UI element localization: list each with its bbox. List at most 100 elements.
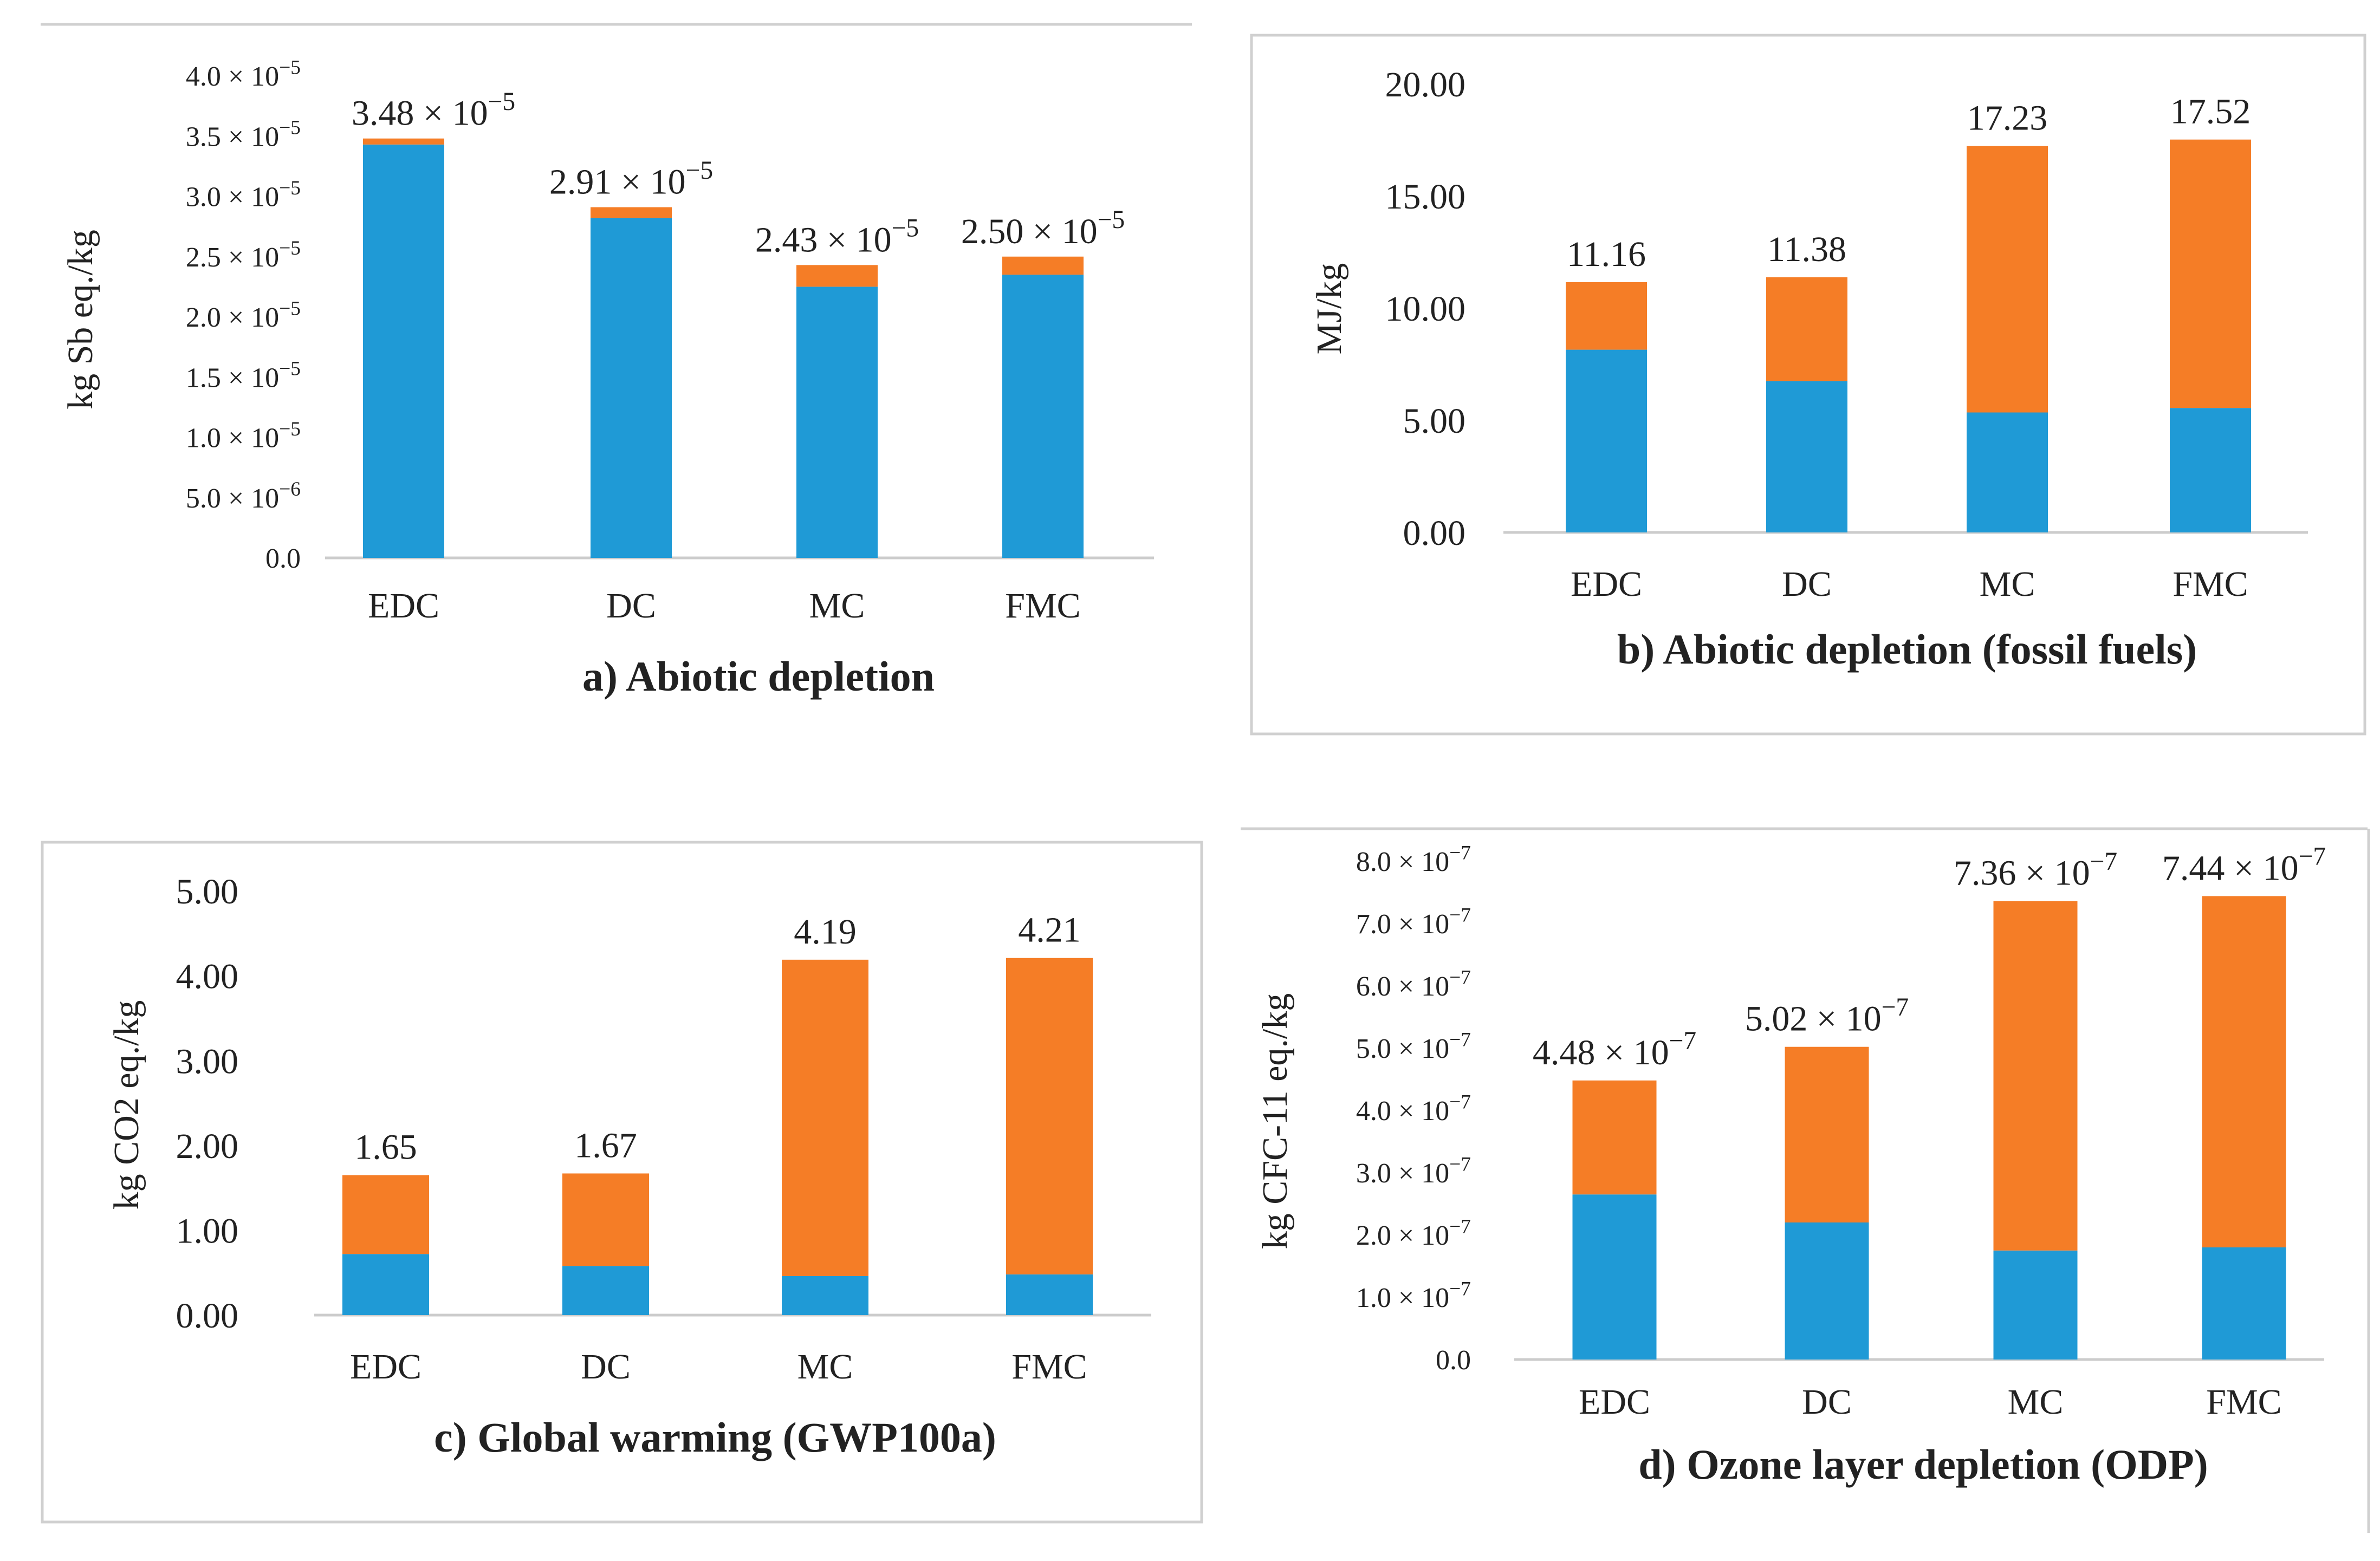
bar-segment-base-mc (1967, 412, 2048, 532)
bar-segment-top-dc (1766, 277, 1847, 381)
data-label-mc: 17.23 (1967, 99, 2048, 138)
y-tick-label: 4.0 × 10−7 (1356, 1091, 1471, 1127)
x-category-label: MC (2008, 1382, 2064, 1422)
y-tick-label: 20.00 (1385, 65, 1466, 105)
y-tick-label: 5.00 (1403, 401, 1466, 441)
x-category-label: FMC (1011, 1347, 1087, 1387)
bar-segment-base-edc (342, 1254, 429, 1315)
y-tick-label: 5.0 × 10−6 (186, 478, 301, 514)
bar-segment-top-edc (1566, 282, 1647, 350)
y-tick-label: 3.5 × 10−5 (186, 117, 301, 153)
panel-c-global-warming: 0.00 1.00 2.00 3.00 4.00 5.00 1.65 EDC 1.67 DC 4.1… (107, 872, 1151, 1461)
bar-segment-base-edc (1572, 1194, 1657, 1360)
x-category-label: EDC (368, 586, 439, 626)
y-tick-label: 1.00 (176, 1212, 239, 1251)
y-tick-label: 1.0 × 10−7 (1356, 1278, 1471, 1313)
y-tick-label: 1.0 × 10−5 (186, 418, 301, 454)
bar-segment-top-fmc (2202, 896, 2286, 1247)
y-tick-label: 4.00 (176, 957, 239, 997)
y-tick-label: 0.00 (176, 1296, 239, 1336)
y-tick-label: 5.0 × 10−7 (1356, 1029, 1471, 1064)
bar-segment-top-edc (363, 138, 444, 145)
bar-segment-top-fmc (1002, 256, 1084, 275)
bar-segment-base-edc (363, 144, 444, 558)
data-label-fmc: 2.50 × 10−5 (961, 206, 1125, 251)
bar-segment-base-dc (1766, 381, 1847, 532)
y-axis-label: kg CO2 eq./kg (107, 1000, 146, 1210)
bar-segment-base-mc (1993, 1250, 2078, 1360)
x-category-label: FMC (2173, 564, 2248, 604)
x-category-label: EDC (1571, 564, 1642, 604)
chart-title: c) Global warming (GWP100a) (434, 1414, 996, 1461)
bar-segment-top-dc (591, 207, 672, 218)
data-label-fmc: 4.21 (1018, 910, 1081, 950)
bar-segment-base-fmc (2202, 1247, 2286, 1360)
x-category-label: MC (1980, 564, 2035, 604)
bar-segment-top-mc (796, 265, 878, 287)
data-label-edc: 11.16 (1567, 235, 1646, 274)
bar-segment-top-mc (1993, 901, 2078, 1251)
y-axis-label: kg Sb eq./kg (61, 230, 100, 409)
x-category-label: DC (1802, 1382, 1852, 1422)
panel-a-abiotic-depletion: 0.0 5.0 × 10−6 1.0 × 10−5 1.5 × 10−5 2.0 × 1… (61, 56, 1154, 700)
x-category-label: DC (1782, 564, 1832, 604)
y-axis-label: MJ/kg (1309, 263, 1349, 355)
bar-segment-base-edc (1566, 349, 1647, 532)
y-tick-label: 0.0 (265, 543, 301, 574)
bar-segment-top-mc (782, 959, 868, 1276)
y-tick-label: 4.0 × 10−5 (186, 56, 301, 92)
panel-c-frame (41, 841, 1203, 1524)
bar-segment-base-fmc (2170, 408, 2251, 532)
data-label-mc: 7.36 × 10−7 (1954, 848, 2117, 893)
x-category-label: DC (581, 1347, 631, 1387)
panel-d-ozone-layer-depletion: 0.0 1.0 × 10−7 2.0 × 10−7 3.0 × 10−7 4.0 × 1… (1255, 842, 2326, 1488)
bar-segment-base-dc (1785, 1222, 1869, 1360)
data-label-dc: 11.38 (1767, 230, 1846, 269)
chart-title: b) Abiotic depletion (fossil fuels) (1617, 626, 2197, 673)
bar-segment-top-edc (1572, 1080, 1657, 1195)
chart-title: d) Ozone layer depletion (ODP) (1638, 1441, 2208, 1488)
data-label-mc: 2.43 × 10−5 (755, 214, 919, 260)
x-category-label: EDC (350, 1347, 421, 1387)
data-label-edc: 1.65 (354, 1128, 417, 1167)
data-label-fmc: 7.44 × 10−7 (2162, 843, 2326, 888)
data-label-edc: 3.48 × 10−5 (352, 88, 515, 133)
bar-segment-base-mc (796, 287, 878, 558)
bar-segment-base-mc (782, 1276, 868, 1315)
y-tick-label: 6.0 × 10−7 (1356, 966, 1471, 1002)
data-label-dc: 1.67 (574, 1126, 637, 1165)
y-tick-label: 3.0 × 10−5 (186, 177, 301, 213)
y-tick-label: 3.0 × 10−7 (1356, 1153, 1471, 1189)
bar-segment-base-dc (562, 1266, 649, 1315)
bar-segment-base-fmc (1006, 1274, 1093, 1315)
y-tick-label: 2.0 × 10−5 (186, 297, 301, 333)
y-tick-label: 1.5 × 10−5 (186, 358, 301, 394)
x-category-label: MC (809, 586, 865, 626)
y-tick-label: 2.5 × 10−5 (186, 237, 301, 273)
x-category-label: EDC (1579, 1382, 1650, 1422)
y-tick-label: 15.00 (1385, 177, 1466, 217)
panel-b-abiotic-depletion-fossil-fuels: 0.00 5.00 10.00 15.00 20.00 11.16 EDC 11.38 DC 17… (1309, 65, 2308, 673)
y-tick-label: 2.00 (176, 1127, 239, 1166)
bar-segment-top-dc (562, 1173, 649, 1266)
y-tick-label: 5.00 (176, 872, 239, 912)
x-category-label: FMC (1005, 586, 1080, 626)
data-label-edc: 4.48 × 10−7 (1533, 1027, 1696, 1072)
data-label-dc: 5.02 × 10−7 (1745, 993, 1909, 1039)
bar-segment-base-fmc (1002, 275, 1084, 558)
bar-segment-base-dc (591, 218, 672, 558)
bar-segment-top-fmc (1006, 958, 1093, 1274)
bar-segment-top-fmc (2170, 139, 2251, 408)
data-label-fmc: 17.52 (2170, 92, 2251, 132)
bar-segment-top-mc (1967, 146, 2048, 413)
y-tick-label: 8.0 × 10−7 (1356, 842, 1471, 877)
x-category-label: MC (797, 1347, 853, 1387)
y-tick-label: 3.00 (176, 1042, 239, 1081)
chart-title: a) Abiotic depletion (582, 653, 935, 700)
y-axis-label: kg CFC-11 eq./kg (1255, 993, 1295, 1249)
bar-segment-top-edc (342, 1175, 429, 1254)
data-label-mc: 4.19 (794, 912, 857, 952)
data-label-dc: 2.91 × 10−5 (549, 157, 713, 202)
panel-b-frame (1250, 34, 2366, 736)
